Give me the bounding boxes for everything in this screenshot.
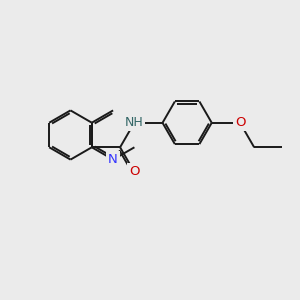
Text: O: O xyxy=(235,116,245,129)
Text: NH: NH xyxy=(125,116,144,129)
Text: O: O xyxy=(129,165,140,178)
Text: N: N xyxy=(108,153,118,166)
